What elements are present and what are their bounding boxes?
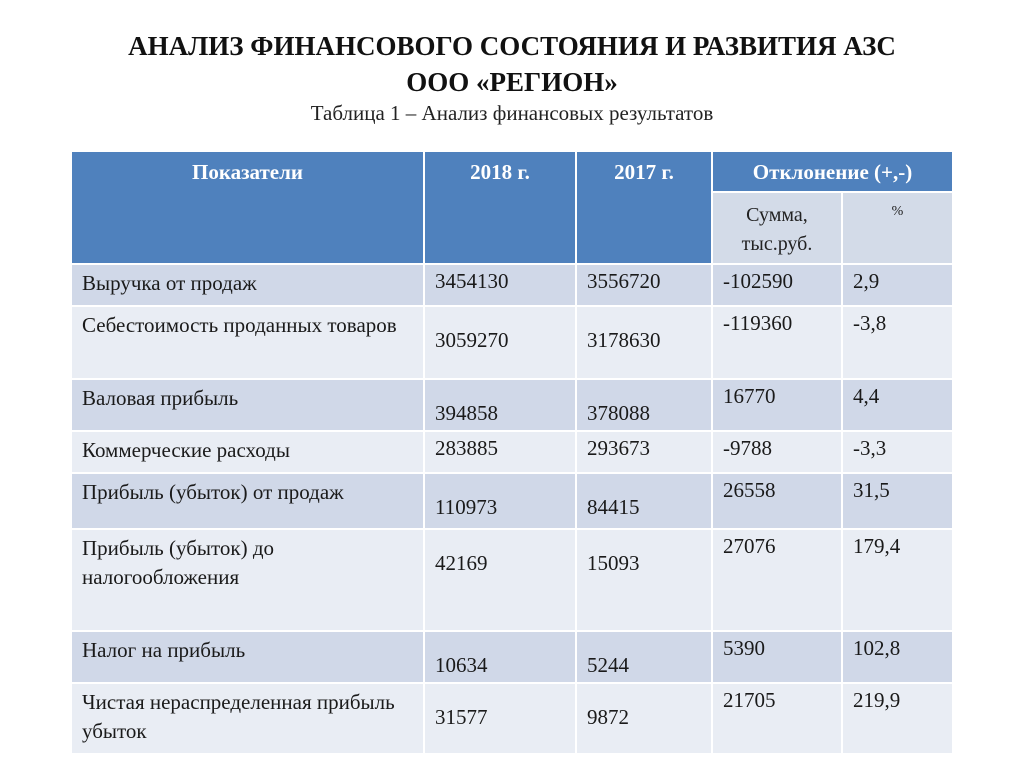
row-deviation-percent: 4,4 [840,378,955,432]
table-row: Валовая прибыль 394858 378088 16770 4,4 [70,378,955,432]
row-value-2018: 394858 [423,378,577,432]
header-2017: 2017 г. [575,150,713,265]
table-caption: Таблица 1 – Анализ финансовых результато… [310,101,714,125]
row-deviation-sum: 21705 [711,682,843,755]
row-deviation-percent: 219,9 [840,682,955,755]
row-deviation-percent: 31,5 [840,472,955,530]
row-deviation-percent: -3,8 [840,305,955,380]
title-line-2: ООО «РЕГИОН» [406,67,618,97]
row-value-2018: 31577 [423,682,577,755]
table-row: Коммерческие расходы 283885 293673 -9788 -3,… [70,430,955,474]
row-indicator-name: Чистая нераспределенная прибыль убыток [70,682,425,755]
row-value-2017: 84415 [575,472,713,530]
row-value-2018: 10634 [423,630,577,684]
header-deviation: Отклонение (+,-) [710,150,955,193]
title-line-1: АНАЛИЗ ФИНАНСОВОГО СОСТОЯНИЯ И РАЗВИТИЯ … [128,31,896,61]
row-deviation-sum: 27076 [711,528,843,632]
row-value-2018: 3454130 [423,263,577,307]
row-value-2017: 293673 [575,430,713,474]
row-deviation-percent: 2,9 [840,263,955,307]
table-row: Себестоимость проданных товаров 3059270 31… [70,305,955,380]
page-title: АНАЛИЗ ФИНАНСОВОГО СОСТОЯНИЯ И РАЗВИТИЯ … [0,28,1024,100]
table-row: Прибыль (убыток) от продаж 110973 84415 265… [70,472,955,530]
header-indicator: Показатели [70,150,425,265]
row-value-2017: 378088 [575,378,713,432]
row-indicator-name: Налог на прибыль [70,630,425,684]
header-percent: % [840,191,955,265]
row-indicator-name: Себестоимость проданных товаров [70,305,425,380]
row-deviation-sum: -119360 [711,305,843,380]
row-indicator-name: Коммерческие расходы [70,430,425,474]
table-row: Выручка от продаж 3454130 3556720 -102590 2,… [70,263,955,307]
row-value-2017: 5244 [575,630,713,684]
row-value-2018: 3059270 [423,305,577,380]
table-row: Налог на прибыль 10634 5244 5390 102,8 [70,630,955,684]
row-indicator-name: Выручка от продаж [70,263,425,307]
header-sum: Сумма, тыс.руб. [711,191,843,265]
row-value-2017: 3178630 [575,305,713,380]
row-value-2017: 9872 [575,682,713,755]
row-deviation-sum: 26558 [711,472,843,530]
row-deviation-percent: 179,4 [840,528,955,632]
row-deviation-sum: -9788 [711,430,843,474]
financial-results-table: Показатели 2018 г. 2017 г. Отклонение (+… [70,150,955,755]
row-value-2018: 42169 [423,528,577,632]
row-deviation-sum: -102590 [711,263,843,307]
row-deviation-percent: -3,3 [840,430,955,474]
row-value-2017: 15093 [575,528,713,632]
row-value-2018: 283885 [423,430,577,474]
row-deviation-sum: 5390 [711,630,843,684]
table-row: Чистая нераспределенная прибыль убыток 31… [70,682,955,755]
row-value-2018: 110973 [423,472,577,530]
header-2018: 2018 г. [423,150,577,265]
row-deviation-sum: 16770 [711,378,843,432]
row-deviation-percent: 102,8 [840,630,955,684]
row-indicator-name: Валовая прибыль [70,378,425,432]
row-indicator-name: Прибыль (убыток) до налогообложения [70,528,425,632]
row-indicator-name: Прибыль (убыток) от продаж [70,472,425,530]
row-value-2017: 3556720 [575,263,713,307]
table-row: Прибыль (убыток) до налогообложения 42169… [70,528,955,632]
